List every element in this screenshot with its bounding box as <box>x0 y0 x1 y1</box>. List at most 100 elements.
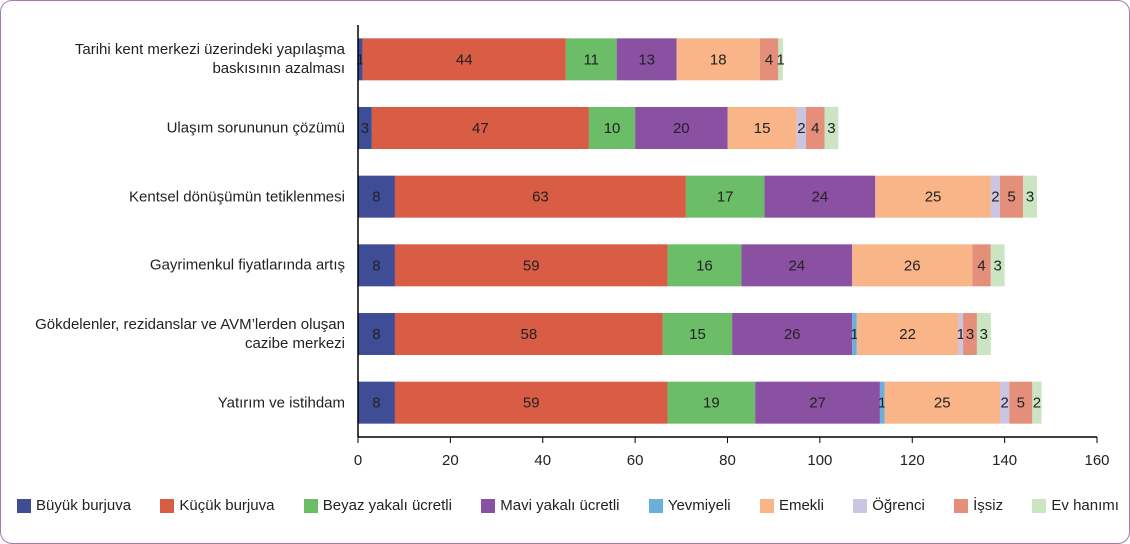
bar-segment <box>616 38 677 81</box>
value-label: 63 <box>532 189 549 206</box>
bar-segment <box>1000 175 1024 218</box>
value-label: 10 <box>604 120 621 137</box>
legend-swatch <box>1032 498 1047 513</box>
value-label: 17 <box>717 189 734 206</box>
value-label: 3 <box>980 326 988 343</box>
legend-item: Öğrenci <box>853 497 925 514</box>
bar-segment <box>875 175 991 218</box>
value-label: 3 <box>361 120 369 137</box>
value-label: 3 <box>827 120 835 137</box>
bar-segment <box>394 175 686 218</box>
value-label: 24 <box>812 189 829 206</box>
bar-segment <box>976 313 991 355</box>
legend-label: Ev hanımı <box>1051 497 1119 514</box>
value-label: 25 <box>925 189 942 206</box>
value-label: 8 <box>372 257 380 274</box>
x-tick-label: 20 <box>442 452 459 469</box>
legend-label: Yevmiyeli <box>667 497 731 514</box>
bar-segment <box>662 313 733 355</box>
value-label: 4 <box>977 257 985 274</box>
bar-segment <box>990 244 1005 287</box>
bar-segment <box>565 38 617 81</box>
value-label: 22 <box>899 326 916 343</box>
legend-label: Öğrenci <box>872 497 925 514</box>
value-label: 58 <box>521 326 538 343</box>
bar-segment <box>806 107 825 149</box>
value-label: 15 <box>754 120 771 137</box>
x-tick-label: 60 <box>627 452 644 469</box>
x-tick-label: 100 <box>807 452 832 469</box>
bar-segment <box>685 175 765 218</box>
legend-swatch <box>481 498 496 513</box>
value-label: 1 <box>878 395 886 412</box>
bar-segment <box>358 244 395 287</box>
legend-item: Emekli <box>759 497 824 514</box>
value-label: 11 <box>583 51 599 68</box>
legend-label: Mavi yakalı ücretli <box>500 497 620 514</box>
value-label: 26 <box>904 257 921 274</box>
legend-swatch <box>160 498 175 513</box>
value-label: 4 <box>811 120 819 137</box>
category-label: Tarihi kent merkezi üzerindeki yapılaşma… <box>74 41 345 78</box>
value-label: 16 <box>696 257 713 274</box>
bar-segment <box>1009 381 1033 424</box>
bar-segment <box>958 313 964 355</box>
bar-segment <box>824 107 839 149</box>
bar-segment <box>732 313 853 355</box>
legend-swatch <box>954 498 969 513</box>
bar-segment <box>796 107 807 149</box>
value-label: 2 <box>991 189 999 206</box>
value-label: 26 <box>784 326 801 343</box>
value-label: 2 <box>1000 395 1008 412</box>
category-label: Gökdelenler, rezidanslar ve AVM’lerden o… <box>35 316 345 352</box>
bar-segment <box>884 381 1001 424</box>
value-label: 5 <box>1007 189 1015 206</box>
bar-segment <box>394 381 668 424</box>
legend: Büyük burjuva Küçük burjuva Beyaz yakalı ü… <box>17 497 1119 514</box>
value-label: 4 <box>765 51 773 68</box>
bar-segment <box>741 244 853 287</box>
bar-segment <box>764 175 876 218</box>
bar-segment <box>676 38 760 81</box>
legend-label: İşsiz <box>973 497 1004 514</box>
legend-item: Mavi yakalı ücretli <box>481 497 620 514</box>
category-label: Gayrimenkul fiyatlarında artış <box>149 256 345 274</box>
legend-swatch <box>648 498 663 513</box>
value-label: 18 <box>710 51 727 68</box>
bar-segment <box>371 107 589 149</box>
value-label: 2 <box>797 120 805 137</box>
value-label: 3 <box>966 326 974 343</box>
bar-segment <box>358 313 395 355</box>
legend-swatch <box>759 498 774 513</box>
value-label: 8 <box>372 326 380 343</box>
x-tick-label: 140 <box>992 452 1017 469</box>
value-label: 3 <box>994 257 1002 274</box>
category-label: Kentsel dönüşümün tetiklenmesi <box>129 188 345 206</box>
value-label: 2 <box>1033 395 1041 412</box>
legend-item: Ev hanımı <box>1032 497 1119 514</box>
legend-item: Yevmiyeli <box>648 497 731 514</box>
legend-item: Beyaz yakalı ücretli <box>303 497 452 514</box>
bar-segment <box>358 107 372 149</box>
bar-segment <box>635 107 728 149</box>
legend-label: Küçük burjuva <box>179 497 275 514</box>
value-label: 5 <box>1017 395 1025 412</box>
legend-item: Büyük burjuva <box>17 497 131 514</box>
legend-swatch <box>853 498 868 513</box>
bar-segment <box>358 38 363 81</box>
bar-segment <box>358 381 395 424</box>
value-label: 8 <box>372 395 380 412</box>
bar-segment <box>852 313 857 355</box>
value-label: 24 <box>788 257 805 274</box>
value-label: 59 <box>523 395 540 412</box>
value-label: 47 <box>472 120 489 137</box>
legend-label: Büyük burjuva <box>36 497 132 514</box>
bar-segment <box>759 38 779 81</box>
x-tick-label: 120 <box>900 452 925 469</box>
bar-segment <box>990 175 1001 218</box>
bar-segment <box>588 107 636 149</box>
value-label: 1 <box>776 51 784 68</box>
value-label: 27 <box>809 395 826 412</box>
x-tick-label: 80 <box>719 452 736 469</box>
bar-segment <box>667 244 742 287</box>
